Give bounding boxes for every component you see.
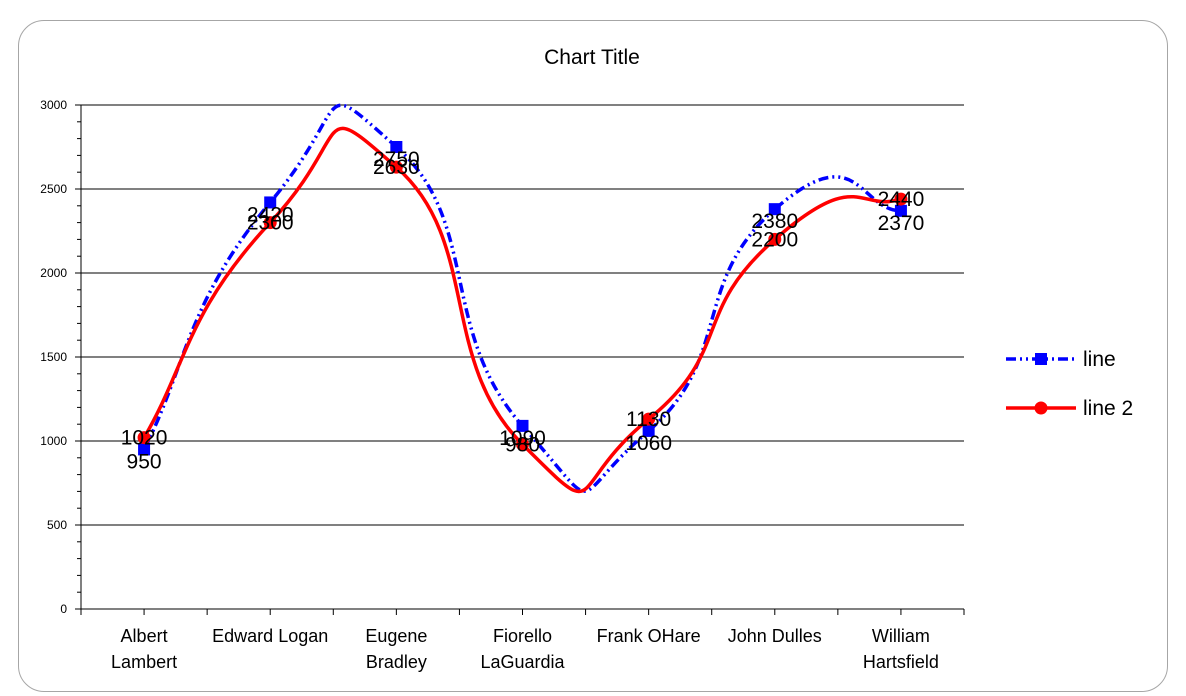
x-tick-label: William Hartsfield [863,626,939,672]
x-tick-label-line: Fiorello [493,626,552,646]
gridlines [81,104,964,526]
square-marker [768,203,781,216]
x-tick-label: Eugene Bradley [365,626,427,672]
data-label: 2750 [373,148,420,171]
data-label: 2380 [751,210,798,233]
circle-marker [137,431,151,445]
square-marker [390,141,403,153]
data-label: 1060 [625,432,672,455]
circle-marker [894,192,908,206]
y-tick-label: 500 [47,518,67,532]
data-labels: 950 2420 2750 1090 1060 2380 2370 1020 2300 2630 9… [121,148,925,473]
x-tick-label: Frank OHare [597,626,701,646]
y-tick-label: 2500 [40,182,67,196]
y-tick-label: 1000 [40,434,67,448]
data-label: 2300 [247,212,294,235]
x-tick-label: Albert Lambert [111,626,177,672]
data-label: 1020 [121,427,168,450]
legend-label-2: line 2 [1083,397,1133,420]
circle-marker [263,216,277,230]
axes: 0 500 1000 1500 2000 2500 3000 Albert Lambert Edw… [40,98,965,672]
circle-marker [516,437,529,451]
x-tick-label-line: Hartsfield [863,652,939,672]
data-label: 980 [505,433,540,456]
x-tick-label: John Dulles [728,626,822,646]
data-label: 2200 [751,228,798,251]
x-tick-label: Edward Logan [212,626,328,646]
square-marker [264,196,277,209]
legend-marker-1 [1035,353,1047,365]
x-tick-label-line: LaGuardia [480,652,565,672]
x-tick-label-line: Eugene [365,626,427,646]
data-label: 2440 [878,188,925,211]
data-label: 2630 [373,156,420,179]
data-label: 2420 [247,203,294,226]
y-tick-label: 0 [60,602,67,616]
circle-marker [768,232,782,246]
data-label: 950 [127,450,162,473]
x-tick-label-line: Albert [121,626,168,646]
data-label: 1130 [626,408,671,431]
y-tick-label: 1500 [40,350,67,364]
y-tick-label: 3000 [40,98,67,112]
x-tick-label: Fiorello LaGuardia [480,626,565,672]
legend-marker-2 [1034,401,1048,415]
series-lines [137,103,908,494]
data-label: 2370 [878,212,925,235]
legend-label-1: line [1083,348,1116,371]
circle-marker [389,160,403,174]
x-tick-label-line: Lambert [111,652,177,672]
x-tick-label-line: William [872,626,930,646]
x-tick-label-line: Bradley [366,652,427,672]
x-tick-label-line: Frank OHare [597,626,701,646]
square-marker [516,419,529,432]
x-tick-label-line: Edward Logan [212,626,328,646]
circle-marker [642,412,656,426]
data-label: 1090 [499,427,546,450]
y-tick-label: 2000 [40,266,67,280]
legend: line line 2 [1006,348,1133,420]
x-tick-label-line: John Dulles [728,626,822,646]
chart-area [18,20,1168,692]
chart-title: Chart Title [544,46,640,69]
